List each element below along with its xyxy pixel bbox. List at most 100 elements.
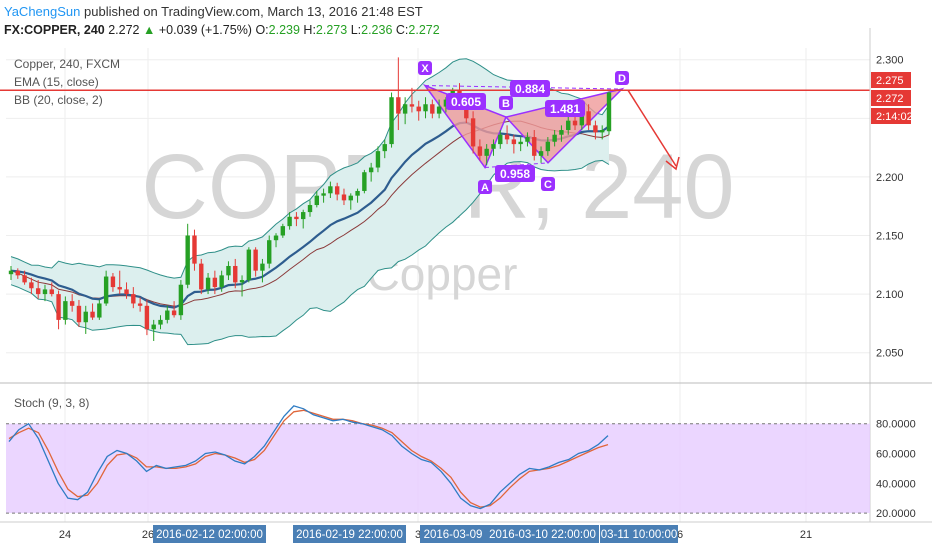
candle-body [260, 263, 265, 271]
candle-body [42, 289, 48, 295]
candle-body [477, 146, 483, 156]
date-box-label: 2016-02-12 02:00:00 [156, 529, 263, 541]
candle-body [402, 104, 408, 114]
pattern-ratio-label: 0.884 [515, 82, 545, 96]
candle-body [233, 265, 238, 283]
candle-body [294, 216, 299, 220]
open-label: O: [255, 23, 269, 37]
close-label: C: [395, 23, 409, 37]
high-value: 2.273 [315, 23, 348, 37]
candle-body [552, 134, 557, 142]
candle-body [219, 275, 224, 288]
candle-body [396, 97, 401, 114]
bb-upper-line [10, 58, 610, 279]
price-tag [871, 108, 911, 124]
stoch-tick-label: 40.0000 [876, 478, 916, 490]
pattern-ratio-label: 0.958 [500, 167, 530, 181]
publish-line: YaChengSun published on TradingView.com,… [4, 4, 423, 19]
pattern-point-label: X [421, 63, 429, 75]
candle-body [328, 186, 333, 194]
candle-body [593, 125, 598, 133]
high-label: H: [303, 23, 316, 37]
date-box-label: 2016-03-09 [424, 529, 483, 541]
pattern-ratio-box [495, 165, 535, 182]
time-tick-label: 21 [800, 529, 812, 541]
date-box-label: 03-11 10:00:00 [601, 529, 678, 541]
published-text: published on TradingView.com, March 13, … [84, 4, 423, 19]
price-change: +0.039 (+1.75%) [158, 23, 252, 37]
candle-body [491, 144, 496, 149]
pattern-point-b [499, 96, 513, 110]
candle-body [559, 130, 564, 135]
candle-body [8, 270, 14, 275]
candle-body [110, 276, 116, 288]
pattern-ratio-label: 0.605 [451, 95, 481, 109]
candle-body [566, 120, 571, 131]
candle-body [382, 144, 387, 152]
candle-body [301, 212, 306, 220]
candle-body [144, 305, 150, 330]
candle-body [49, 289, 54, 295]
candle-body [280, 226, 286, 236]
price-tag-label: 2.272 [876, 93, 904, 105]
price-tick-label: 2.050 [876, 348, 904, 360]
stoch-tick-label: 60.0000 [876, 449, 916, 461]
candle-body [416, 106, 421, 112]
candle-body [321, 193, 326, 196]
pattern-point-a [478, 180, 492, 194]
candle-body [267, 240, 272, 264]
last-price: 2.272 [108, 23, 140, 37]
candle-body [192, 235, 197, 264]
candle-body [29, 282, 34, 289]
pattern-point-x [418, 61, 432, 75]
candle-body [15, 270, 20, 276]
date-box [486, 525, 599, 543]
pattern-point-label: C [544, 179, 552, 191]
candle-body [307, 205, 313, 213]
candle-body [538, 151, 544, 156]
candle-body [253, 249, 258, 271]
candle-body [389, 97, 394, 145]
candle-body [185, 235, 190, 285]
pattern-ratio-box [446, 93, 486, 110]
pattern-point-label: D [618, 73, 626, 85]
close-value: 2.272 [408, 23, 440, 37]
bb-lower-line [10, 159, 610, 346]
legend-bb: BB (20, close, 2) [14, 93, 103, 107]
author-link[interactable]: YaChengSun [4, 4, 81, 19]
candle-body [22, 275, 27, 283]
candle-body [273, 235, 279, 241]
up-arrow-icon: ▲ [142, 23, 156, 37]
date-box [420, 525, 486, 543]
candle-body [470, 118, 476, 147]
candle-body [518, 141, 523, 145]
candle-body [90, 311, 95, 318]
low-label: L: [350, 23, 362, 37]
candle-body [464, 101, 469, 119]
legend-ema: EMA (15, close) [14, 75, 99, 89]
candle-body [348, 195, 353, 201]
candle-body [498, 134, 503, 145]
time-tick-label: 3 [415, 529, 421, 541]
price-tag-label: 2:14:02 [876, 111, 913, 123]
candle-body [334, 186, 340, 195]
candle-body [314, 195, 319, 206]
candle-body [158, 319, 163, 325]
symbol-label: FX:COPPER, 240 [4, 23, 105, 37]
candles [8, 57, 612, 341]
pattern-ratio-box [545, 100, 585, 117]
time-tick-label: 24 [59, 529, 71, 541]
price-tick-label: 2.150 [876, 231, 904, 243]
candle-body [199, 263, 204, 290]
candle-body [375, 151, 381, 168]
candle-body [586, 111, 591, 126]
candle-body [579, 111, 585, 126]
candle-body [430, 104, 435, 114]
price-tag-label: 2.275 [876, 75, 904, 87]
candle-body [103, 276, 109, 304]
candle-body [56, 294, 61, 320]
price-tag [871, 90, 911, 106]
candle-body [525, 137, 530, 142]
candle-body [287, 216, 292, 227]
